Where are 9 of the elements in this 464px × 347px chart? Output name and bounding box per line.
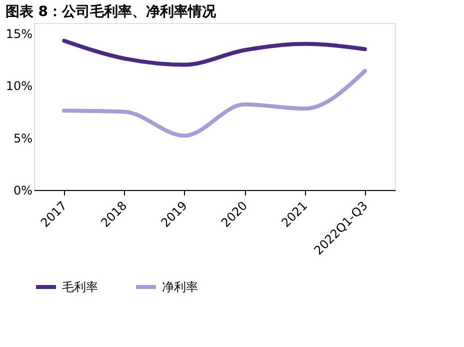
line-series: [62, 69, 367, 138]
y-tick-label: 0%: [13, 184, 32, 198]
y-tick-label: 5%: [13, 131, 32, 146]
legend-label: 净利率: [162, 280, 198, 294]
y-tick-label: 15%: [6, 26, 32, 41]
line-series: [62, 38, 367, 67]
chart-title: 图表 8：公司毛利率、净利率情况: [5, 3, 217, 20]
y-tick-label: 10%: [6, 79, 32, 94]
legend-label: 毛利率: [62, 280, 98, 294]
